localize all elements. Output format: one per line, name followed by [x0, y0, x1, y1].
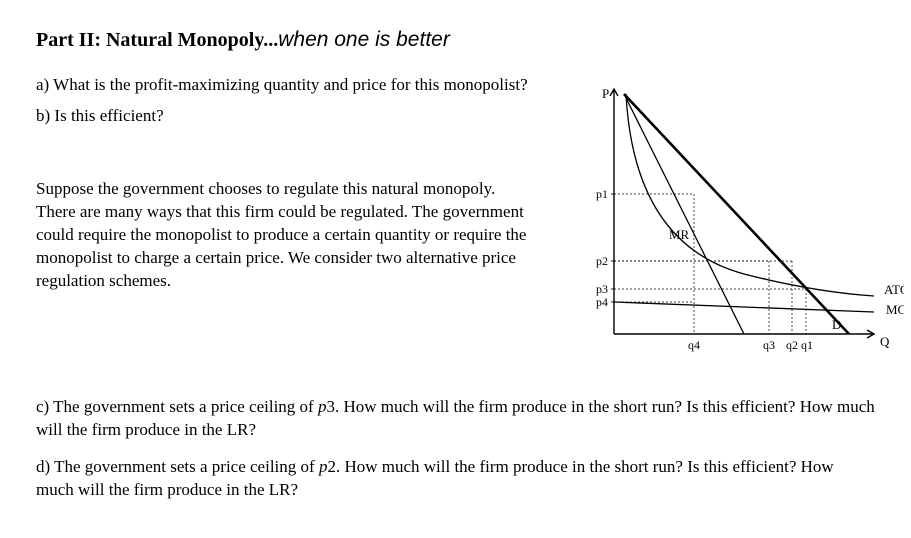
demand-label: D — [832, 317, 841, 332]
mc-label: MC — [886, 302, 904, 317]
qd-pre: d) The government sets a price ceiling o… — [36, 457, 319, 476]
title-italic: when one is better — [278, 28, 450, 51]
axis-label-Q: Q — [880, 334, 890, 349]
regulation-intro: Suppose the government chooses to regula… — [36, 178, 556, 293]
title-bold: Part II: Natural Monopoly... — [36, 29, 278, 51]
mc-curve — [614, 302, 874, 312]
p4-label: p4 — [596, 295, 608, 309]
atc-curve — [626, 94, 874, 296]
q4-label: q4 — [688, 338, 700, 352]
atc-label: ATC — [884, 282, 904, 297]
qd-num: 2 — [327, 457, 336, 476]
qc-pre: c) The government sets a price ceiling o… — [36, 397, 318, 416]
axis-label-P: P — [602, 86, 609, 101]
left-column: a) What is the profit-maximizing quantit… — [36, 74, 556, 293]
q1-label: q1 — [801, 338, 813, 352]
question-d: d) The government sets a price ceiling o… — [36, 456, 875, 502]
chart-area: P Q D MR ATC MC — [574, 74, 904, 374]
p1-label: p1 — [596, 187, 608, 201]
p3-label: p3 — [596, 282, 608, 296]
q3-label: q3 — [763, 338, 775, 352]
question-c: c) The government sets a price ceiling o… — [36, 396, 875, 442]
upper-row: a) What is the profit-maximizing quantit… — [36, 74, 875, 374]
page-root: Part II: Natural Monopoly...when one is … — [0, 0, 911, 522]
qc-num: 3 — [326, 397, 335, 416]
question-a: a) What is the profit-maximizing quantit… — [36, 74, 556, 97]
p2-label: p2 — [596, 254, 608, 268]
monopoly-chart: P Q D MR ATC MC — [574, 74, 904, 374]
mr-label: MR — [669, 227, 690, 242]
demand-curve — [624, 94, 849, 334]
q2-label: q2 — [786, 338, 798, 352]
question-b: b) Is this efficient? — [36, 105, 556, 128]
page-title: Part II: Natural Monopoly...when one is … — [36, 28, 875, 52]
mr-curve — [624, 94, 744, 334]
